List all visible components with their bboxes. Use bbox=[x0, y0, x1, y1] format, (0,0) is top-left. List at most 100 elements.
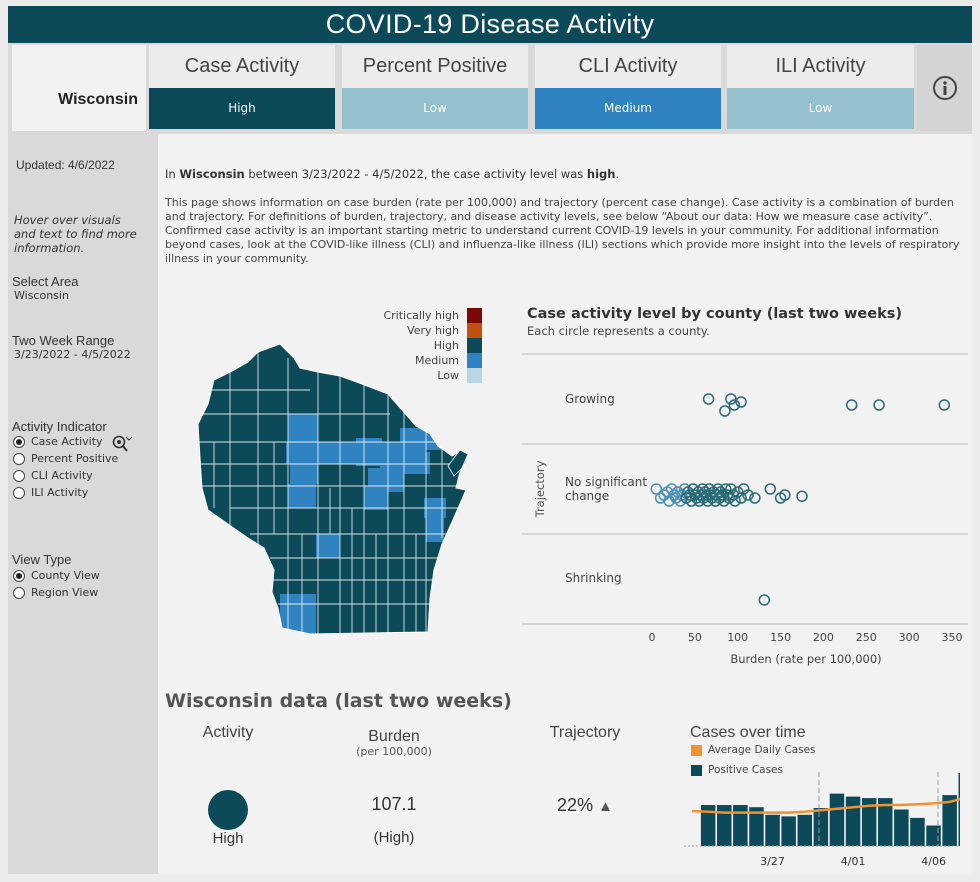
county-map[interactable] bbox=[190, 338, 475, 638]
radio-cli-activity[interactable]: CLI Activity bbox=[13, 469, 93, 482]
positive-cases-bar[interactable] bbox=[700, 805, 716, 846]
radio-dot[interactable] bbox=[13, 569, 25, 582]
county-dot[interactable] bbox=[725, 483, 737, 495]
page-description: This page shows information on case burd… bbox=[165, 196, 960, 265]
y-axis-label: Trajectory bbox=[533, 460, 547, 518]
county-dot[interactable] bbox=[716, 489, 729, 501]
burden-value: 107.1 bbox=[371, 794, 417, 814]
county-dot[interactable] bbox=[779, 489, 791, 501]
radio-dot[interactable] bbox=[13, 452, 25, 465]
county-dot[interactable] bbox=[650, 483, 663, 495]
positive-cases-bar[interactable] bbox=[765, 814, 780, 846]
activity-value: High bbox=[212, 830, 244, 847]
county-dot[interactable] bbox=[735, 396, 747, 408]
county-dot[interactable] bbox=[758, 594, 771, 606]
x-tick-label: 100 bbox=[727, 631, 748, 644]
summary-sentence: In Wisconsin between 3/23/2022 - 4/5/202… bbox=[165, 167, 620, 181]
county-dot[interactable] bbox=[731, 486, 744, 498]
x-axis-label: Burden (rate per 100,000) bbox=[730, 652, 881, 666]
radio-label: Percent Positive bbox=[31, 452, 119, 465]
trajectory-header: Trajectory bbox=[549, 724, 621, 741]
positive-cases-bar[interactable] bbox=[749, 807, 764, 846]
positive-cases-bar[interactable] bbox=[958, 773, 961, 846]
radio-dot[interactable] bbox=[13, 435, 25, 448]
page-title: COVID-19 Disease Activity bbox=[8, 6, 972, 43]
metric-percent-positive[interactable]: Percent Positive Low bbox=[342, 45, 528, 131]
updated-date: Updated: 4/6/2022 bbox=[16, 158, 115, 172]
hover-note: Hover over visuals and text to find more… bbox=[14, 213, 137, 255]
positive-cases-bar[interactable] bbox=[894, 809, 909, 847]
x-tick-label: 300 bbox=[899, 631, 920, 644]
metric-label: ILI Activity bbox=[727, 45, 914, 88]
dot-chart[interactable]: Growing No significant change Shrinking … bbox=[522, 348, 972, 670]
select-area-value[interactable]: Wisconsin bbox=[14, 289, 69, 302]
range-label: Two Week Range bbox=[12, 333, 115, 348]
radio-label: ILI Activity bbox=[31, 486, 89, 499]
info-button[interactable] bbox=[917, 45, 972, 131]
county-dot[interactable] bbox=[725, 393, 737, 405]
metric-label: Percent Positive bbox=[342, 45, 528, 88]
metric-label: CLI Activity bbox=[535, 45, 721, 88]
positive-cases-bar[interactable] bbox=[926, 825, 941, 847]
radio-label: Region View bbox=[31, 586, 99, 599]
county-dot[interactable] bbox=[749, 492, 761, 504]
positive-cases-bar[interactable] bbox=[797, 814, 813, 846]
county-dot[interactable] bbox=[764, 483, 777, 495]
radio-dot[interactable] bbox=[13, 469, 25, 482]
radio-label: County View bbox=[31, 569, 100, 582]
legend-high: High bbox=[310, 338, 482, 353]
metric-value: Medium bbox=[535, 88, 721, 129]
positive-cases-bar[interactable] bbox=[813, 808, 829, 846]
metric-case-activity[interactable]: Case Activity High bbox=[149, 45, 335, 131]
radio-dot[interactable] bbox=[13, 586, 25, 599]
trajectory-value: 22% ▲ bbox=[557, 795, 613, 815]
indicator-label: Activity Indicator bbox=[12, 419, 107, 434]
positive-cases-bar[interactable] bbox=[942, 795, 957, 846]
zoom-select-icon[interactable] bbox=[110, 433, 134, 455]
burden-header: Burden bbox=[368, 728, 420, 745]
positive-cases-bar[interactable] bbox=[861, 798, 877, 846]
metric-label: Case Activity bbox=[149, 45, 335, 88]
x-tick-label: 50 bbox=[688, 631, 702, 644]
radio-percent-positive[interactable]: Percent Positive bbox=[13, 452, 118, 465]
row-label-nsc-2: change bbox=[565, 489, 609, 503]
county-dot[interactable] bbox=[742, 489, 754, 501]
positive-cases-bar[interactable] bbox=[910, 817, 925, 846]
positive-cases-bar[interactable] bbox=[845, 796, 861, 846]
positive-cases-bar[interactable] bbox=[829, 793, 845, 846]
radio-dot[interactable] bbox=[13, 486, 25, 499]
county-dot[interactable] bbox=[796, 490, 808, 502]
x-tick-label: 200 bbox=[813, 631, 834, 644]
county-dot[interactable] bbox=[665, 483, 678, 495]
info-circle-icon bbox=[932, 76, 957, 100]
radio-case-activity[interactable]: Case Activity bbox=[13, 435, 103, 448]
radio-region-view[interactable]: Region View bbox=[13, 586, 98, 599]
area-name-box: Wisconsin bbox=[12, 45, 146, 131]
metric-ili-activity[interactable]: ILI Activity Low bbox=[727, 45, 914, 131]
county-dot[interactable] bbox=[702, 393, 715, 405]
county-dot[interactable] bbox=[728, 399, 741, 411]
positive-cases-bar[interactable] bbox=[733, 805, 748, 846]
positive-cases-bar[interactable] bbox=[781, 816, 796, 846]
county-dot[interactable] bbox=[873, 399, 885, 411]
legend-medium: Medium bbox=[310, 353, 482, 368]
legend-positive-cases: Positive Cases bbox=[691, 764, 783, 776]
county-dot[interactable] bbox=[674, 495, 687, 507]
radio-county-view[interactable]: County View bbox=[13, 569, 100, 582]
area-name: Wisconsin bbox=[58, 91, 138, 108]
metric-cli-activity[interactable]: CLI Activity Medium bbox=[535, 45, 721, 131]
x-tick-label: 150 bbox=[770, 631, 791, 644]
county-dot[interactable] bbox=[845, 399, 858, 411]
view-type-label: View Type bbox=[12, 552, 72, 567]
radio-ili-activity[interactable]: ILI Activity bbox=[13, 486, 88, 499]
county-dot[interactable] bbox=[938, 399, 951, 411]
positive-cases-bar[interactable] bbox=[878, 798, 893, 846]
radio-label: Case Activity bbox=[31, 435, 103, 448]
county-dot[interactable] bbox=[719, 405, 731, 417]
cases-over-time-chart[interactable]: 3/27 4/01 4/06 bbox=[684, 770, 960, 870]
metric-value: Low bbox=[342, 88, 528, 129]
positive-cases-bar[interactable] bbox=[717, 805, 732, 846]
dot-chart-title: Case activity level by county (last two … bbox=[527, 306, 902, 322]
burden-subheader: (per 100,000) bbox=[356, 745, 432, 758]
select-area-label: Select Area bbox=[12, 274, 79, 289]
